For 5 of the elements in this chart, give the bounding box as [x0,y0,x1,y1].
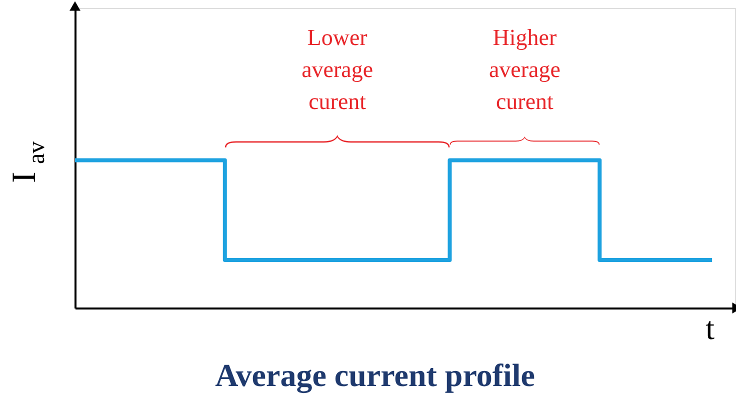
text: Higher average curent [488,25,560,114]
y-axis-title: Iav [6,141,50,183]
x-axis-title: t [706,310,715,346]
text: Lower average curent [302,25,374,114]
text: Average current profile [215,357,535,394]
